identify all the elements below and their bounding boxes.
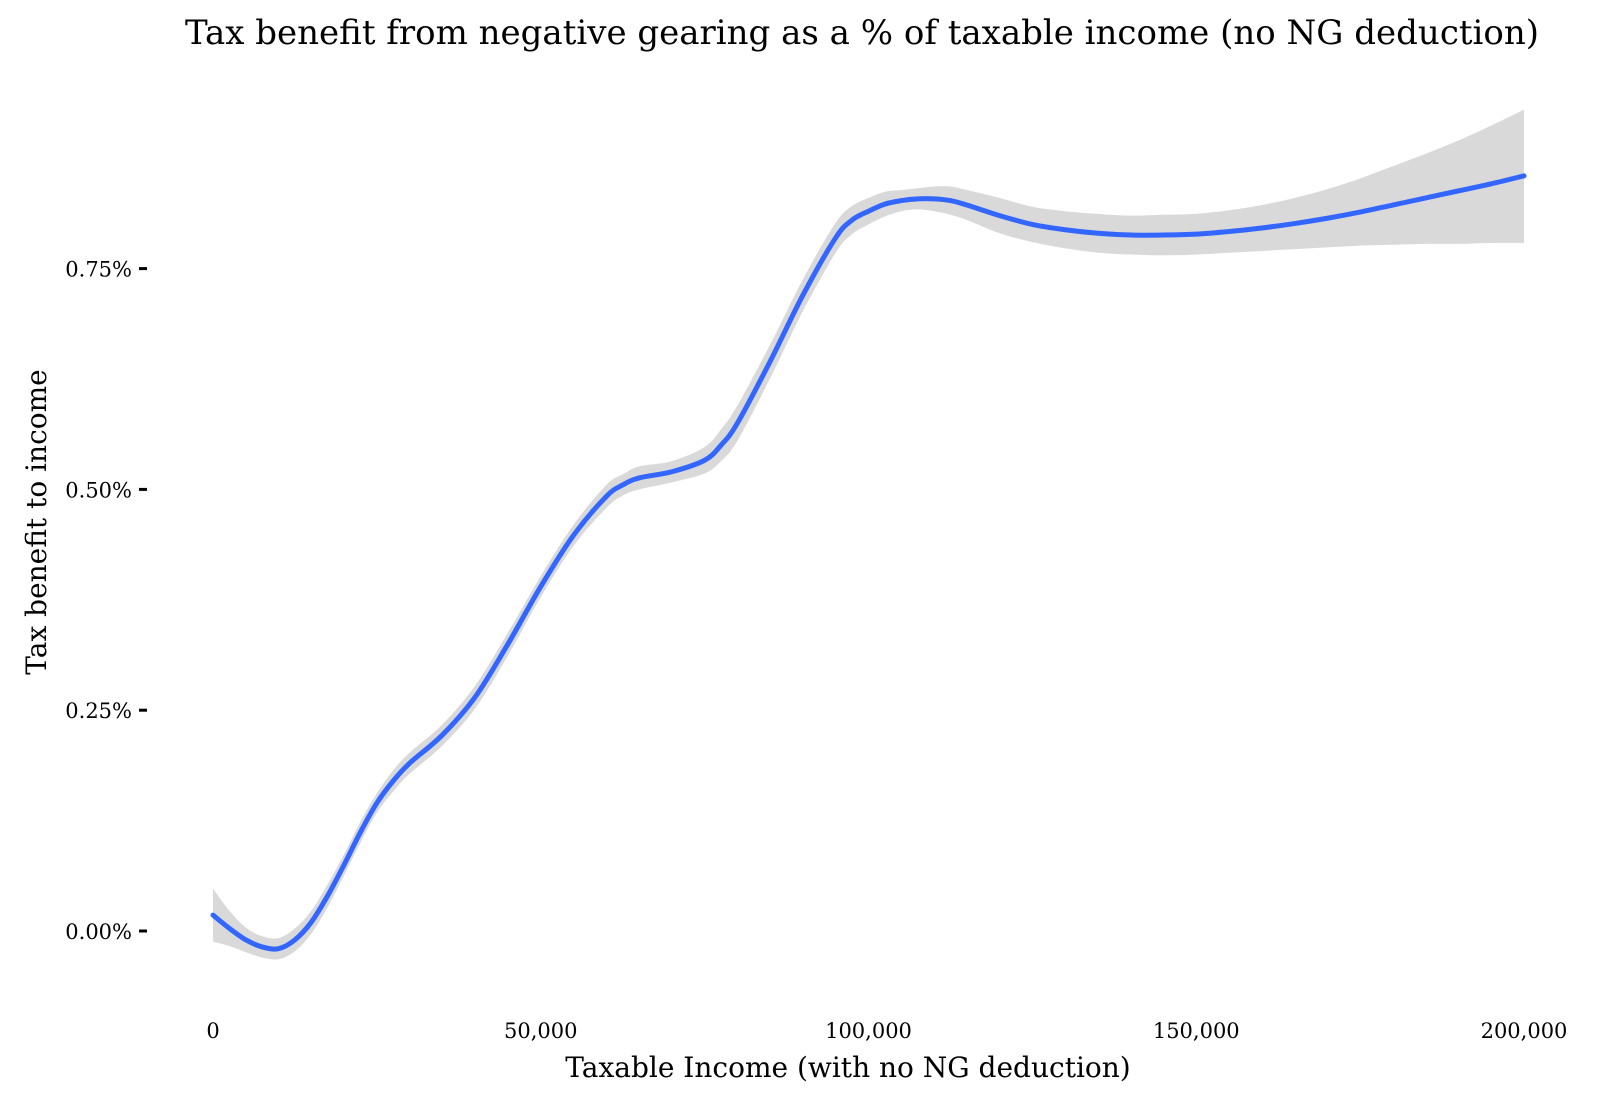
x-axis-title: Taxable Income (with no NG deduction) bbox=[565, 1051, 1130, 1084]
plot-area bbox=[210, 109, 1527, 960]
x-tick-label: 0 bbox=[206, 1019, 219, 1043]
x-tick-label: 200,000 bbox=[1481, 1019, 1568, 1043]
confidence-ribbon bbox=[213, 109, 1524, 960]
y-axis-title: Tax benefit to income bbox=[20, 369, 53, 674]
y-axis: 0.00% 0.25% 0.50% 0.75% bbox=[65, 258, 147, 944]
x-tick-label: 100,000 bbox=[825, 1019, 912, 1043]
x-tick-label: 150,000 bbox=[1153, 1019, 1240, 1043]
x-tick-label: 50,000 bbox=[504, 1019, 577, 1043]
trend-line bbox=[210, 173, 1527, 952]
y-tick-label: 0.50% bbox=[65, 478, 132, 502]
x-axis: 0 50,000 100,000 150,000 200,000 bbox=[206, 1019, 1567, 1043]
y-tick-label: 0.00% bbox=[65, 920, 132, 944]
chart-title: Tax benefit from negative gearing as a %… bbox=[185, 13, 1539, 53]
y-tick-label: 0.25% bbox=[65, 699, 132, 723]
y-tick-label: 0.75% bbox=[65, 258, 132, 282]
